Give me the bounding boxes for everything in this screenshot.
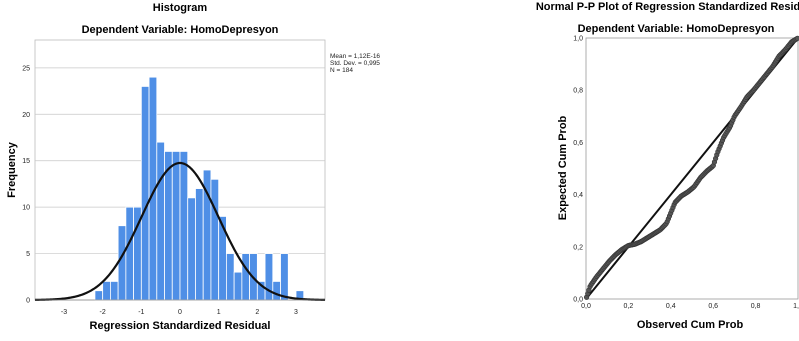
histogram-x-tick-label: 3 — [294, 309, 298, 316]
pp-plot-subtitle: Dependent Variable: HomoDepresyon — [578, 23, 775, 35]
histogram-bar — [171, 151, 181, 301]
histogram-bar — [156, 141, 165, 301]
pp-y-tick-label: 0,2 — [573, 244, 583, 251]
histogram-y-tick-label: 10 — [22, 205, 30, 212]
normal-curve — [34, 161, 326, 301]
histogram-bar — [241, 253, 251, 301]
histogram-bar — [140, 86, 150, 301]
pp-y-tick-label: 0,8 — [573, 88, 583, 95]
histogram-bar — [280, 253, 289, 301]
histogram-x-tick-label: -1 — [138, 309, 144, 316]
histogram-x-tick-label: 2 — [255, 309, 259, 316]
histogram-bar — [195, 188, 204, 301]
pp-point — [794, 35, 799, 41]
histogram-y-tick-label: 25 — [22, 65, 30, 72]
pp-x-label: Observed Cum Prob — [637, 319, 744, 331]
pp-y-tick-label: 0,6 — [573, 140, 583, 147]
histogram-y-tick-label: 20 — [22, 112, 30, 119]
pp-x-tick-label: 0,6 — [708, 303, 718, 310]
histogram-bar — [233, 271, 243, 301]
pp-x-tick-label: 0,2 — [624, 303, 634, 310]
pp-y-ticks: 0,0 0,2 0,4 0,6 0,8 1,0 — [573, 36, 583, 304]
histogram-bar — [110, 281, 119, 301]
histogram-bar — [102, 281, 111, 301]
pp-y-label: Expected Cum Prob — [557, 115, 569, 220]
histogram-y-tick-label: 5 — [26, 251, 30, 258]
pp-points — [583, 35, 799, 300]
pp-y-tick-label: 1,0 — [573, 36, 583, 43]
pp-x-tick-label: 0,0 — [581, 303, 591, 310]
pp-y-tick-label: 0,4 — [573, 192, 583, 199]
histogram-chart: Histogram Dependent Variable: HomoDepres… — [6, 2, 380, 332]
histogram-x-tick-label: 0 — [178, 309, 182, 316]
legend-std-dev: Std. Dev. = 0,995 — [330, 60, 380, 67]
legend-n: N = 184 — [330, 67, 353, 74]
histogram-bar — [94, 290, 104, 301]
histogram-x-tick-label: -3 — [61, 309, 67, 316]
histogram-y-tick-label: 15 — [22, 158, 30, 165]
histogram-bars — [94, 76, 305, 301]
pp-plot-title: Normal P-P Plot of Regression Standardiz… — [536, 1, 799, 13]
histogram-bar — [225, 253, 235, 301]
histogram-bar — [117, 225, 127, 301]
histogram-y-ticks: 0 5 10 15 20 25 — [22, 65, 30, 304]
histogram-subtitle: Dependent Variable: HomoDepresyon — [82, 24, 279, 36]
pp-x-ticks: 0,0 0,2 0,4 0,6 0,8 1,0 — [581, 303, 799, 310]
histogram-bar — [179, 151, 189, 301]
pp-plot-chart: Normal P-P Plot of Regression Standardiz… — [536, 1, 799, 331]
histogram-title: Histogram — [153, 2, 208, 14]
histogram-y-tick-label: 0 — [26, 298, 30, 305]
histogram-bar — [210, 178, 220, 301]
pp-x-tick-label: 0,4 — [666, 303, 676, 310]
histogram-bar — [272, 281, 281, 301]
histogram-bar — [187, 197, 196, 301]
histogram-x-tick-label: -2 — [100, 309, 106, 316]
histogram-x-label: Regression Standardized Residual — [90, 320, 271, 332]
histogram-legend-stats: Mean = 1,12E-16 Std. Dev. = 0,995 N = 18… — [330, 53, 380, 74]
histogram-x-tick-label: 1 — [217, 309, 221, 316]
legend-mean: Mean = 1,12E-16 — [330, 53, 380, 60]
histogram-y-label: Frequency — [6, 141, 18, 198]
histogram-bar — [125, 206, 135, 301]
pp-x-tick-label: 0,8 — [751, 303, 761, 310]
pp-y-tick-label: 0,0 — [573, 297, 583, 304]
pp-x-tick-label: 1,0 — [793, 303, 799, 310]
histogram-x-ticks: -3 -2 -1 0 1 2 3 — [61, 309, 298, 316]
